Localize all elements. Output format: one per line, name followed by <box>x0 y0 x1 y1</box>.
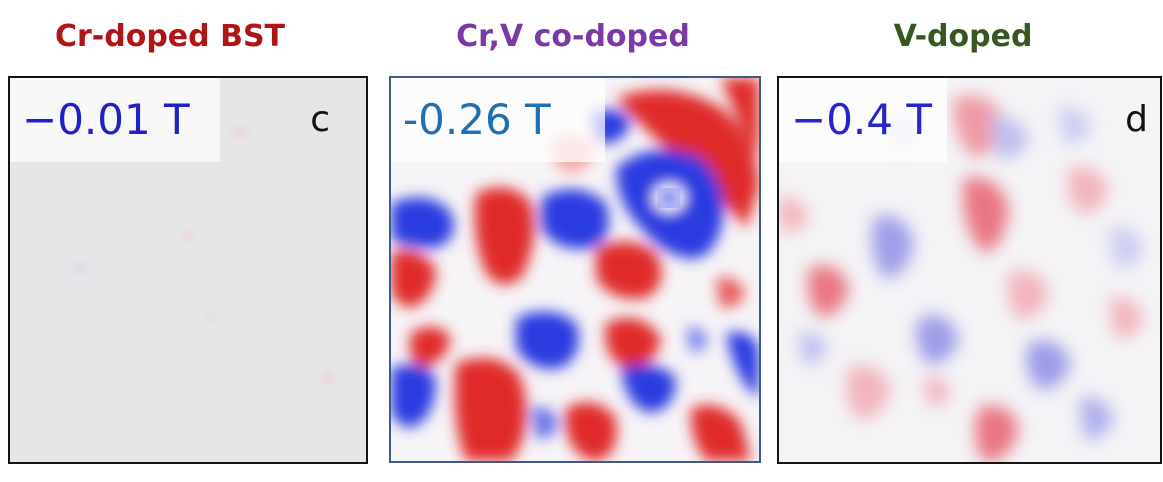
magnetic-map-image-v-doped <box>779 78 1160 462</box>
field-value-label: −0.4 T <box>779 78 947 162</box>
panel-title-v-doped: V-doped <box>893 19 1033 54</box>
panel-letter-c: c <box>310 99 330 140</box>
field-value-label: -0.26 T <box>391 78 605 162</box>
magnetic-map-v-doped: −0.4 T d <box>777 76 1162 464</box>
panel-title-cr-v-codoped: Cr,V co-doped <box>456 19 690 54</box>
panel-title-cr-doped: Cr-doped BST <box>54 19 286 54</box>
magnetic-map-cr-doped: −0.01 T c <box>8 76 368 464</box>
magnetic-map-cr-v-codoped: -0.26 T <box>389 76 761 463</box>
panel-letter-d: d <box>1125 99 1148 140</box>
field-value-label: −0.01 T <box>10 78 220 162</box>
